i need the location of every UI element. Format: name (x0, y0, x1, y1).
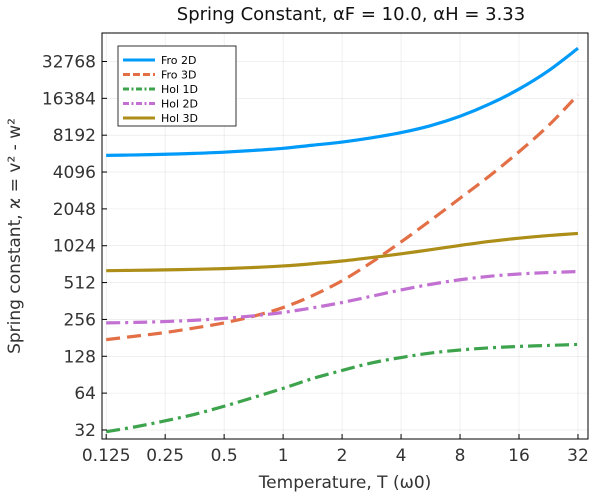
y-tick-label: 32 (74, 421, 96, 441)
series-line-fro-2d (106, 47, 579, 158)
x-axis-ticks: 0.125 0.25 0.5 1 2 4 8 16 32 (82, 434, 589, 466)
plot-frame (101, 32, 589, 440)
y-tick-label: 2048 (53, 200, 96, 220)
legend-label-hol-3d: Hol 3D (161, 112, 198, 125)
x-tick-label: 0.25 (146, 446, 184, 466)
y-axis-ticks: 32 64 128 256 512 1024 2048 4096 8192 16384 32768 (42, 52, 107, 441)
x-axis-label: Temperature, T (ω0) (258, 473, 432, 493)
series-line-hol-3d (106, 231, 579, 273)
y-tick-label: 128 (64, 347, 96, 367)
x-tick-label: 2 (337, 446, 348, 466)
series-line-hol-1d (105, 342, 579, 434)
x-tick-label: 16 (508, 446, 530, 466)
legend-label-hol-1d: Hol 1D (161, 83, 198, 96)
legend-label-hol-2d: Hol 2D (161, 98, 198, 111)
x-tick-label: 4 (396, 446, 407, 466)
legend-label-fro-3d: Fro 3D (161, 69, 197, 82)
y-axis-label: Spring constant, ϰ = v² - w² (5, 118, 25, 354)
chart-title: Spring Constant, αF = 10.0, αH = 3.33 (177, 4, 525, 25)
series-line-fro-3d (105, 93, 580, 342)
series-line-hol-2d (106, 269, 579, 325)
x-tick-label: 32 (567, 446, 589, 466)
y-tick-label: 4096 (53, 163, 96, 183)
y-tick-label: 16384 (42, 89, 96, 109)
x-tick-label: 0.125 (82, 446, 131, 466)
x-tick-label: 1 (278, 446, 289, 466)
legend-label-fro-2d: Fro 2D (161, 54, 197, 67)
grid (102, 33, 588, 439)
y-tick-label: 32768 (42, 52, 96, 72)
series-layer (105, 47, 580, 434)
x-tick-label: 0.5 (211, 446, 238, 466)
y-tick-label: 256 (64, 310, 96, 330)
y-tick-label: 8192 (53, 126, 96, 146)
x-tick-label: 8 (455, 446, 466, 466)
y-tick-label: 1024 (53, 237, 96, 257)
y-tick-label: 64 (74, 384, 96, 404)
y-tick-label: 512 (64, 274, 96, 294)
